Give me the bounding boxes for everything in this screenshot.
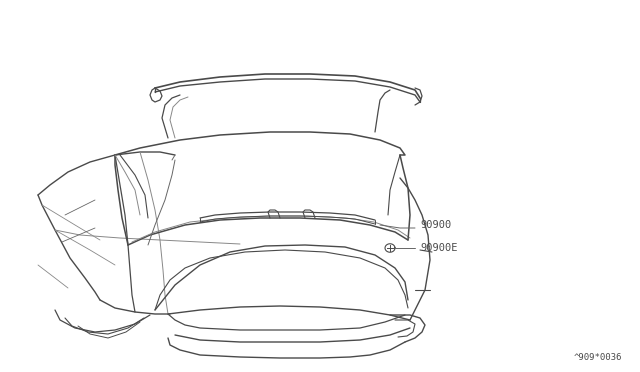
Text: 90900: 90900	[420, 220, 451, 230]
Text: 90900E: 90900E	[420, 243, 458, 253]
Text: ^909*0036: ^909*0036	[573, 353, 622, 362]
